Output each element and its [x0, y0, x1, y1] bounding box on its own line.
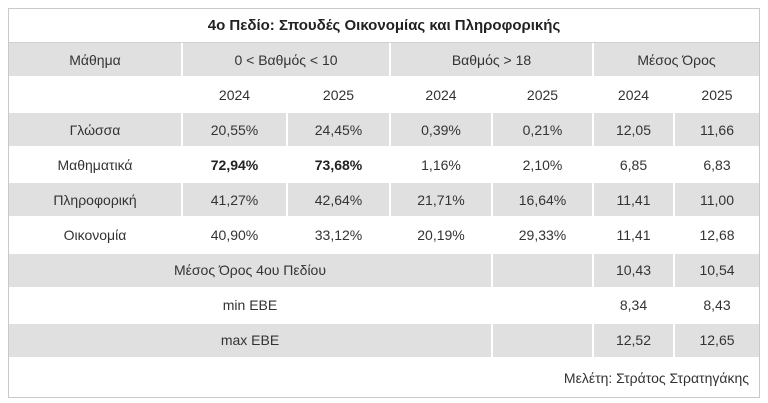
year-cell: 2024 [391, 78, 493, 114]
header-high-grade: Βαθμός > 18 [391, 43, 594, 79]
year-spacer [9, 78, 183, 114]
header-low-grade: 0 < Βαθμός < 10 [183, 43, 391, 79]
cell-value: 6,85 [594, 148, 675, 184]
cell-subject: Γλώσσα [9, 113, 183, 149]
table-row: Πληροφορική 41,27% 42,64% 21,71% 16,64% … [9, 183, 760, 219]
cell-value-highlight: 73,68% [288, 148, 391, 184]
footer-row: Μελέτη: Στράτος Στρατηγάκης [9, 359, 759, 397]
cell-value: 42,64% [288, 183, 391, 219]
cell-value: 11,41 [594, 218, 675, 254]
cell-value: 8,43 [675, 289, 760, 324]
cell-value: 21,71% [391, 183, 493, 219]
cell-value: 10,43 [594, 253, 675, 289]
year-cell: 2024 [594, 78, 675, 114]
table-row: Γλώσσα 20,55% 24,45% 0,39% 0,21% 12,05 1… [9, 113, 760, 149]
cell-value: 12,65 [675, 323, 760, 359]
table-title: 4ο Πεδίο: Σπουδές Οικονομίας και Πληροφο… [9, 9, 760, 44]
header-subject: Μάθημα [9, 43, 183, 79]
summary-label: Μέσος Όρος 4ου Πεδίου [9, 253, 493, 289]
cell-value: 8,34 [594, 288, 675, 324]
cell-value: 41,27% [183, 183, 288, 219]
cell-value: 2,10% [493, 148, 594, 184]
cell-value: 16,64% [493, 183, 594, 219]
cell-value: 33,12% [288, 218, 391, 254]
year-cell: 2024 [183, 78, 288, 114]
cell-value: 29,33% [493, 218, 594, 254]
table-row: Οικονομία 40,90% 33,12% 20,19% 29,33% 11… [9, 218, 760, 254]
cell-value: 12,05 [594, 113, 675, 149]
table-row: Μαθηματικά 72,94% 73,68% 1,16% 2,10% 6,8… [9, 148, 760, 184]
summary-row: min ΕΒΕ 8,34 8,43 [9, 288, 760, 324]
author-credit: Μελέτη: Στράτος Στρατηγάκης [563, 369, 750, 386]
empty-cell [493, 288, 594, 324]
summary-label: min ΕΒΕ [9, 288, 493, 324]
year-cell: 2025 [493, 78, 594, 114]
cell-subject: Πληροφορική [9, 183, 183, 219]
cell-value: 11,41 [594, 183, 675, 219]
cell-value: 12,68 [675, 218, 760, 254]
cell-value: 12,52 [594, 323, 675, 359]
cell-value: 40,90% [183, 218, 288, 254]
cell-value: 6,83 [675, 148, 760, 184]
data-table: 4ο Πεδίο: Σπουδές Οικονομίας και Πληροφο… [9, 9, 760, 397]
summary-row: Μέσος Όρος 4ου Πεδίου 10,43 10,54 [9, 253, 760, 289]
summary-label: max ΕΒΕ [9, 323, 493, 359]
cell-value: 10,54 [675, 253, 760, 289]
summary-row: max ΕΒΕ 12,52 12,65 [9, 323, 760, 359]
cell-value: 1,16% [391, 148, 493, 184]
cell-value: 11,00 [675, 183, 760, 219]
cell-value-highlight: 72,94% [183, 148, 288, 184]
year-row: 2024 2025 2024 2025 2024 2025 [9, 78, 760, 114]
cell-value: 0,21% [493, 113, 594, 149]
empty-cell [493, 323, 594, 359]
cell-subject: Οικονομία [9, 218, 183, 254]
header-row: Μάθημα 0 < Βαθμός < 10 Βαθμός > 18 Μέσος… [9, 43, 760, 79]
empty-cell [493, 253, 594, 289]
header-average: Μέσος Όρος [594, 43, 760, 79]
cell-subject: Μαθηματικά [9, 148, 183, 184]
table-container: 4ο Πεδίο: Σπουδές Οικονομίας και Πληροφο… [8, 8, 760, 398]
cell-value: 11,66 [675, 113, 760, 149]
title-row: 4ο Πεδίο: Σπουδές Οικονομίας και Πληροφο… [9, 9, 760, 44]
cell-value: 20,19% [391, 218, 493, 254]
year-cell: 2025 [675, 78, 760, 114]
year-cell: 2025 [288, 78, 391, 114]
cell-value: 0,39% [391, 113, 493, 149]
cell-value: 24,45% [288, 113, 391, 149]
cell-value: 20,55% [183, 113, 288, 149]
